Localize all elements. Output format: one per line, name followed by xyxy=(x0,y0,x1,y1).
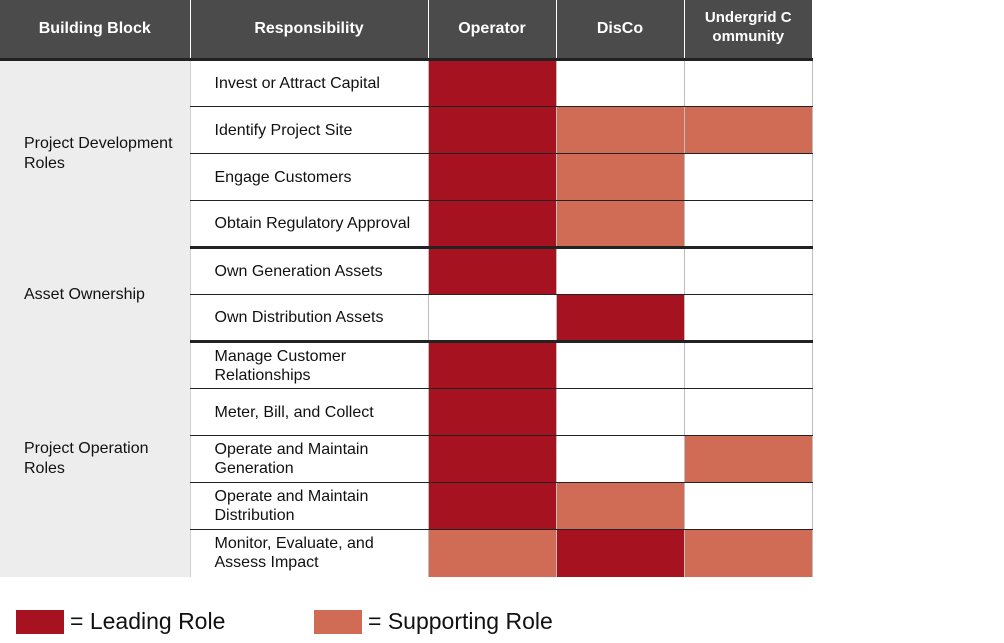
undergrid-role-cell xyxy=(684,153,813,201)
operator-role-cell xyxy=(428,106,557,154)
operator-role-cell xyxy=(428,388,557,436)
operator-role-cell xyxy=(428,294,557,343)
operator-role-cell xyxy=(428,529,557,577)
header-disco: DisCo xyxy=(556,0,685,61)
header-row: Building Block Responsibility Operator D… xyxy=(0,0,812,61)
table-row: Operate and Maintain Generation xyxy=(0,435,813,483)
disco-role-cell xyxy=(556,341,685,389)
undergrid-role-cell xyxy=(684,247,813,295)
header-responsibility: Responsibility xyxy=(190,0,429,61)
legend: = Leading Role = Supporting Role xyxy=(0,600,812,643)
matrix-body: Project Development Roles Invest or Attra… xyxy=(0,59,813,577)
legend-label-leading: = Leading Role xyxy=(70,608,226,634)
undergrid-role-cell xyxy=(684,106,813,154)
responsibility-cell: Monitor, Evaluate, and Assess Impact xyxy=(189,529,429,577)
legend-label-supporting: = Supporting Role xyxy=(368,608,553,634)
disco-role-cell xyxy=(556,153,685,201)
disco-role-cell xyxy=(556,200,685,249)
table-row: Monitor, Evaluate, and Assess Impact xyxy=(0,529,813,577)
undergrid-role-cell xyxy=(684,59,813,107)
undergrid-role-cell xyxy=(684,200,813,249)
responsibility-cell: Meter, Bill, and Collect xyxy=(189,388,429,436)
legend-item-supporting: = Supporting Role xyxy=(314,608,553,635)
table-row: Project Operation Roles Manage Customer R… xyxy=(0,341,813,577)
responsibility-cell: Own Generation Assets xyxy=(189,247,429,295)
undergrid-role-cell xyxy=(684,529,813,577)
table-row: Engage Customers xyxy=(0,153,813,201)
disco-role-cell xyxy=(556,529,685,577)
operator-role-cell xyxy=(428,435,557,483)
header-undergrid-label: Undergrid Community xyxy=(704,9,792,45)
undergrid-role-cell xyxy=(684,388,813,436)
operator-role-cell xyxy=(428,247,557,295)
disco-role-cell xyxy=(556,59,685,107)
legend-swatch-supporting xyxy=(314,609,362,634)
table-row: Asset Ownership Own Generation Assets xyxy=(0,247,813,342)
operator-role-cell xyxy=(428,482,557,530)
disco-role-cell xyxy=(556,388,685,436)
operator-role-cell xyxy=(428,200,557,249)
undergrid-role-cell xyxy=(684,482,813,530)
table-row: Project Development Roles Invest or Attra… xyxy=(0,59,813,248)
operator-role-cell xyxy=(428,59,557,107)
operator-role-cell xyxy=(428,341,557,389)
undergrid-role-cell xyxy=(684,341,813,389)
header-building-block: Building Block xyxy=(0,0,191,61)
roles-matrix-table: Building Block Responsibility Operator D… xyxy=(0,0,813,577)
table-row: Obtain Regulatory Approval xyxy=(0,200,813,249)
disco-role-cell xyxy=(556,435,685,483)
table-row: Meter, Bill, and Collect xyxy=(0,388,813,436)
disco-role-cell xyxy=(556,294,685,343)
responsibility-cell: Operate and Maintain Generation xyxy=(189,435,429,483)
disco-role-cell xyxy=(556,247,685,295)
building-block-cell: Project Development Roles xyxy=(0,59,190,248)
header-undergrid-community: Undergrid Community xyxy=(684,0,812,61)
table-row: Identify Project Site xyxy=(0,106,813,154)
building-block-cell: Asset Ownership xyxy=(0,247,190,342)
operator-role-cell xyxy=(428,153,557,201)
legend-swatch-leading xyxy=(16,609,64,634)
disco-role-cell xyxy=(556,106,685,154)
table-row: Operate and Maintain Distribution xyxy=(0,482,813,530)
responsibility-cell: Engage Customers xyxy=(189,153,429,201)
disco-role-cell xyxy=(556,482,685,530)
responsibility-cell: Invest or Attract Capital xyxy=(189,59,429,107)
table-row: Own Distribution Assets xyxy=(0,294,813,343)
building-block-cell: Project Operation Roles xyxy=(0,341,190,577)
undergrid-role-cell xyxy=(684,435,813,483)
responsibility-cell: Own Distribution Assets xyxy=(189,294,429,343)
undergrid-role-cell xyxy=(684,294,813,343)
responsibility-cell: Manage Customer Relationships xyxy=(189,341,429,389)
responsibility-cell: Obtain Regulatory Approval xyxy=(189,200,429,249)
responsibility-cell: Identify Project Site xyxy=(189,106,429,154)
responsibility-cell: Operate and Maintain Distribution xyxy=(189,482,429,530)
legend-item-leading: = Leading Role xyxy=(16,608,225,635)
header-operator: Operator xyxy=(428,0,557,61)
